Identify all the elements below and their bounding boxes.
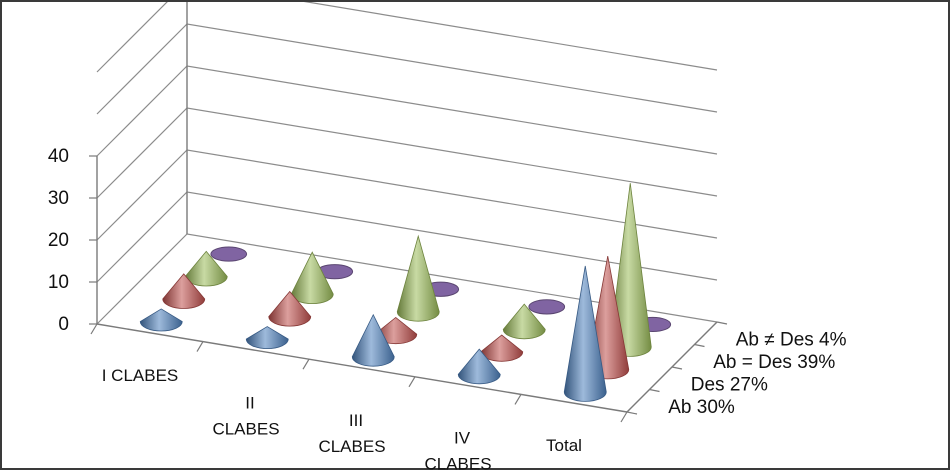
- category-label: Total: [546, 436, 582, 455]
- category-tick: [302, 358, 310, 370]
- cone-ab-2: [245, 326, 289, 350]
- gridline: [96, 65, 718, 157]
- cone-ab-1: [139, 308, 183, 332]
- series-label-ab-ne-des: Ab ≠ Des 4%: [736, 329, 847, 350]
- cone-ab-3: [351, 313, 395, 367]
- cone-des-4: [480, 334, 524, 362]
- y-tick-labels: 0 10 20 30 40: [48, 146, 97, 335]
- series-label-ab-eq-des: Ab = Des 39%: [713, 352, 835, 373]
- series-tick: [716, 321, 728, 325]
- cone-ab-eq-des-3: [396, 234, 440, 322]
- cone-ab-5: [563, 265, 607, 402]
- cone-des-1: [162, 273, 206, 309]
- category-tick: [90, 323, 98, 335]
- category-tick: [620, 411, 628, 423]
- series-tick: [671, 366, 683, 370]
- cone-des-2: [268, 290, 312, 327]
- y-tick-label: 0: [58, 314, 69, 335]
- cone-ab-ne-des-1: [210, 246, 248, 262]
- cones: [139, 183, 672, 402]
- series-label-des: Des 27%: [691, 374, 768, 395]
- series-label-ab: Ab 30%: [668, 397, 735, 418]
- category-labels: I CLABES II CLABES III CLABES IV CLABES Total: [90, 323, 628, 472]
- category-label: III CLABES: [318, 411, 385, 456]
- category-label: II CLABES: [212, 393, 279, 438]
- series-tick: [649, 388, 660, 393]
- y-tick-label: 40: [48, 146, 69, 167]
- category-label: IV CLABES: [424, 429, 491, 472]
- y-tick-label: 20: [48, 230, 69, 251]
- cone-ab-eq-des-4: [502, 303, 546, 340]
- cone-ab-4: [457, 348, 501, 385]
- category-axis: [96, 323, 628, 413]
- gridline-upper: [96, 2, 718, 73]
- gridline: [96, 107, 718, 199]
- gridline-upper: [96, 23, 718, 115]
- category-tick: [514, 394, 522, 405]
- series-tick: [694, 343, 705, 348]
- series-labels: Ab 30%Des 27%Ab = Des 39%Ab ≠ Des 4%: [626, 321, 847, 418]
- cone-ab-ne-des-4: [528, 299, 566, 315]
- category-tick: [408, 376, 416, 388]
- category-tick: [196, 341, 204, 352]
- y-tick-label: 10: [48, 272, 69, 293]
- gridline: [96, 149, 718, 241]
- series-tick: [626, 411, 638, 415]
- y-tick-label: 30: [48, 188, 69, 209]
- category-label: I CLABES: [102, 366, 179, 385]
